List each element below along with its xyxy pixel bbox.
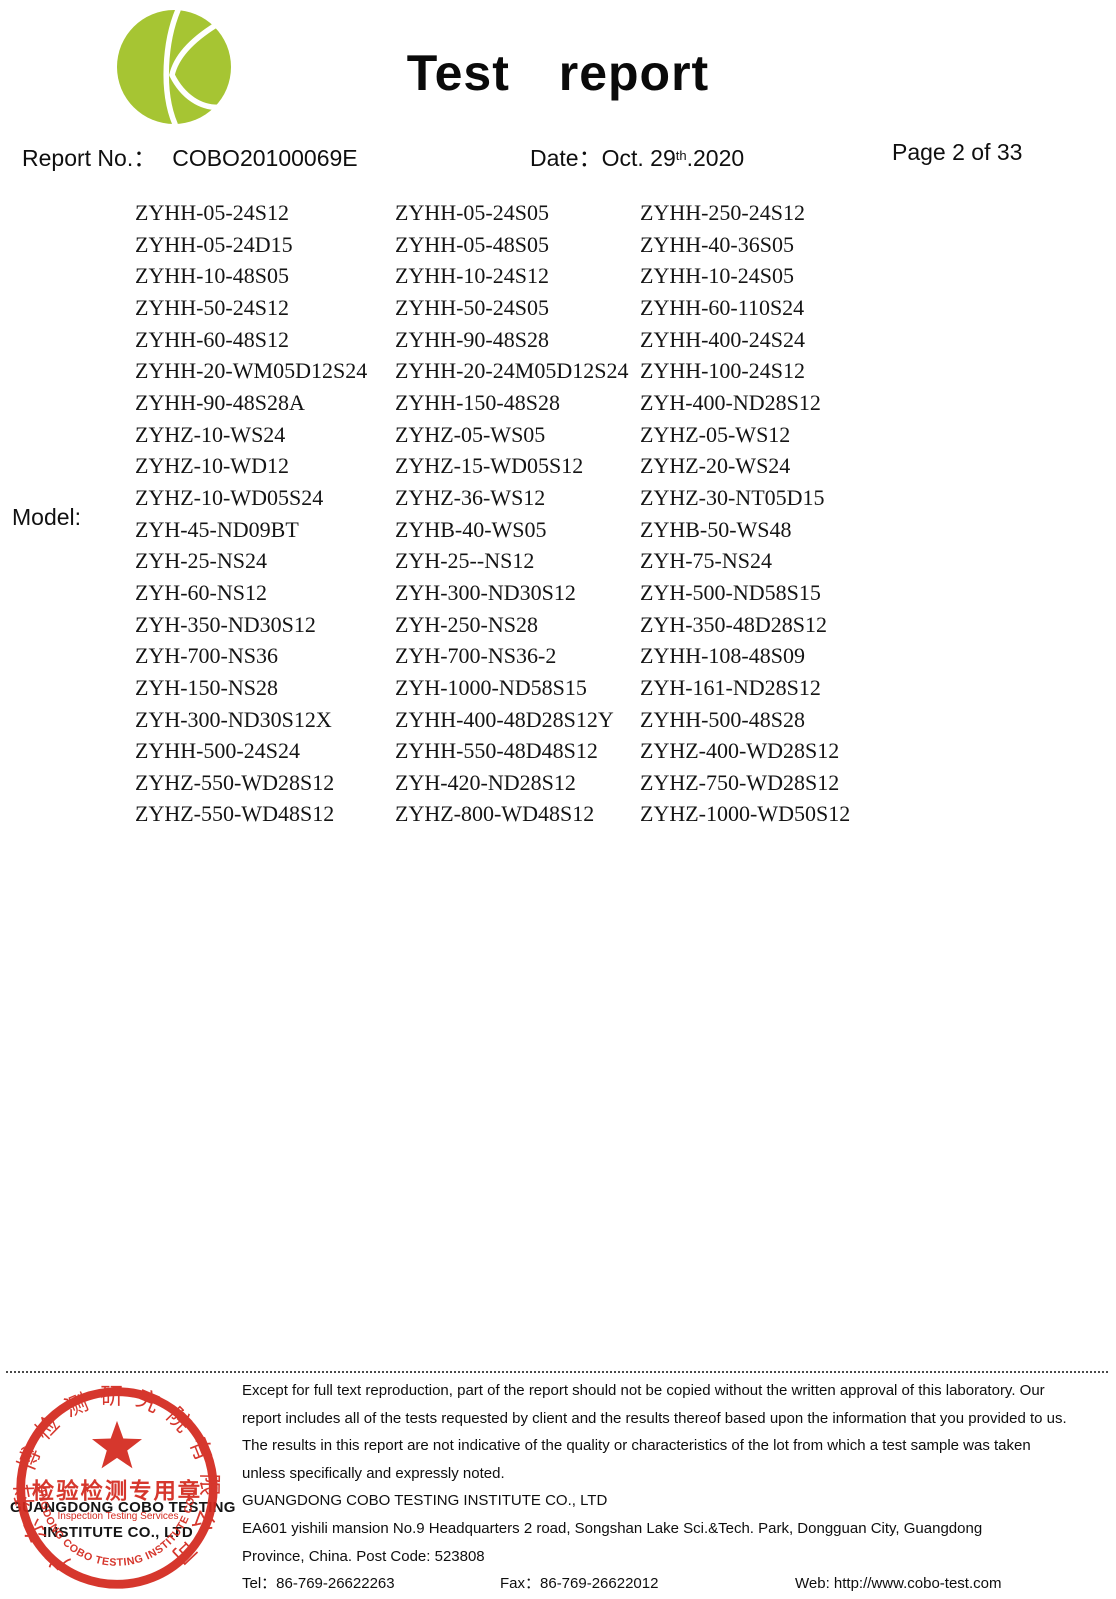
model-cell: ZYHH-500-24S24 xyxy=(135,738,300,764)
model-cell: ZYHH-400-24S24 xyxy=(640,326,805,352)
model-cell: ZYHZ-20-WS24 xyxy=(640,453,791,479)
model-cell: ZYHH-250-24S12 xyxy=(640,200,805,225)
report-number-line: Report No.： COBO20100069E xyxy=(22,139,358,173)
model-cell: ZYHH-150-48S28 xyxy=(395,389,560,415)
model-cell: ZYHB-40-WS05 xyxy=(395,516,547,542)
date-day: Oct. 29 xyxy=(601,145,676,171)
model-cell: ZYHH-90-48S28A xyxy=(135,389,305,415)
model-cell: ZYH-350-48D28S12 xyxy=(640,611,827,637)
model-cell: ZYHH-90-48S28 xyxy=(395,326,549,352)
model-cell: ZYHH-50-24S05 xyxy=(395,294,549,320)
model-cell: ZYH-25--NS12 xyxy=(395,548,535,574)
model-cell: ZYH-25-NS24 xyxy=(135,548,267,574)
stamp-area-company-line1: GUANGDONG COBO TESTING xyxy=(10,1499,236,1516)
model-cell: ZYHH-10-24S05 xyxy=(640,263,794,289)
model-cell: ZYH-420-ND28S12 xyxy=(395,769,576,795)
model-cell: ZYHZ-750-WD28S12 xyxy=(640,769,840,795)
model-cell: ZYHH-60-110S24 xyxy=(640,294,805,320)
model-cell: ZYH-700-NS36 xyxy=(135,643,278,669)
model-cell: ZYHZ-550-WD48S12 xyxy=(135,801,335,827)
model-cell: ZYHZ-10-WS24 xyxy=(135,421,286,447)
model-cell: ZYH-300-ND30S12 xyxy=(395,579,576,605)
cobo-logo-icon xyxy=(117,7,231,127)
date-year: .2020 xyxy=(686,145,745,171)
model-cell: ZYH-161-ND28S12 xyxy=(640,674,821,700)
model-cell: ZYHH-10-24S12 xyxy=(395,263,549,289)
company-seal-stamp: 广东科博检测研究院有限公司 检验检测专用章 GUANGDONG COBO TES… xyxy=(10,1381,218,1589)
model-cell: ZYHZ-10-WD12 xyxy=(135,453,289,479)
report-number-label: Report No.： xyxy=(22,145,157,171)
company-name: GUANGDONG COBO TESTING INSTITUTE CO., LT… xyxy=(242,1492,608,1510)
disclaimer-line: The results in this report are not indic… xyxy=(242,1437,1031,1455)
model-label: Model: xyxy=(12,504,82,530)
website-url: Web: http://www.cobo-test.com xyxy=(795,1575,1002,1593)
model-cell: ZYHZ-800-WD48S12 xyxy=(395,801,595,827)
contact-line: Tel：86-769-26622263 Fax：86-769-26622012 … xyxy=(242,1570,1108,1598)
disclaimer-line: unless specifically and expressly noted. xyxy=(242,1464,505,1482)
footer-divider xyxy=(6,1371,1108,1373)
model-cell: ZYHH-40-36S05 xyxy=(640,231,794,257)
model-table: ZYHH-05-24S12 ZYHH-05-24S05 ZYHH-250-24S12… xyxy=(135,197,875,830)
company-address-line1: EA601 yishili mansion No.9 Headquarters … xyxy=(242,1519,983,1537)
model-cell: ZYHZ-30-NT05D15 xyxy=(640,484,825,510)
model-cell: ZYHH-50-24S12 xyxy=(135,294,289,320)
model-cell: ZYHH-10-48S05 xyxy=(135,263,289,289)
date-ordinal-suffix: th xyxy=(675,148,687,163)
model-cell: ZYHZ-550-WD28S12 xyxy=(135,769,335,795)
model-cell: ZYHH-05-48S05 xyxy=(395,231,549,257)
model-cell: ZYHH-60-48S12 xyxy=(135,326,289,352)
model-cell: ZYH-500-ND58S15 xyxy=(640,579,821,605)
date-label: Date： xyxy=(530,145,602,171)
stamp-slogan-text: Inspection Testing Services xyxy=(57,1511,179,1522)
model-cell: ZYH-250-NS28 xyxy=(395,611,538,637)
model-cell: ZYHB-50-WS48 xyxy=(640,516,792,542)
footer-block: Except for full text reproduction, part … xyxy=(242,1377,1108,1598)
tel-number: Tel：86-769-26622263 xyxy=(242,1575,395,1593)
stamp-area-company-line2: INSTITUTE CO., LTD xyxy=(42,1524,194,1541)
model-cell: ZYHZ-36-WS12 xyxy=(395,484,546,510)
disclaimer-line: report includes all of the tests request… xyxy=(242,1409,1067,1427)
model-cell: ZYHZ-05-WS05 xyxy=(395,421,546,447)
model-cell: ZYHH-550-48D48S12 xyxy=(395,738,598,764)
model-cell: ZYH-300-ND30S12X xyxy=(135,706,332,732)
model-cell: ZYHH-05-24S12 xyxy=(135,200,289,225)
stamp-star-icon xyxy=(92,1420,142,1469)
model-cell: ZYHZ-05-WS12 xyxy=(640,421,791,447)
fax-number: Fax：86-769-26622012 xyxy=(500,1575,659,1593)
model-cell: ZYHZ-10-WD05S24 xyxy=(135,484,324,510)
company-address-line2: Province, China. Post Code: 523808 xyxy=(242,1547,485,1565)
disclaimer-line: Except for full text reproduction, part … xyxy=(242,1382,1045,1399)
report-number-value: COBO20100069E xyxy=(172,145,358,171)
model-cell: ZYH-75-NS24 xyxy=(640,548,772,574)
model-cell: ZYHH-400-48D28S12Y xyxy=(395,706,614,732)
model-cell: ZYH-400-ND28S12 xyxy=(640,389,821,415)
model-cell: ZYH-60-NS12 xyxy=(135,579,267,605)
model-cell: ZYHH-20-WM05D12S24 xyxy=(135,358,368,384)
model-cell: ZYHZ-400-WD28S12 xyxy=(640,738,840,764)
model-cell: ZYHH-500-48S28 xyxy=(640,706,805,732)
page-title: Test report xyxy=(406,45,710,101)
model-cell: ZYHH-20-24M05D12S24 xyxy=(395,358,629,384)
stamp-center-text: 检验检测专用章 xyxy=(32,1478,202,1504)
page-indicator: Page 2 of 33 xyxy=(892,139,1023,165)
model-cell: ZYHH-05-24S05 xyxy=(395,200,549,225)
model-cell: ZYH-1000-ND58S15 xyxy=(395,674,587,700)
model-cell: ZYHH-100-24S12 xyxy=(640,358,805,384)
model-cell: ZYHZ-1000-WD50S12 xyxy=(640,801,851,827)
model-cell: ZYHZ-15-WD05S12 xyxy=(395,453,584,479)
report-date-line: Date：Oct. 29th.2020 xyxy=(530,139,744,173)
model-cell: ZYH-45-ND09BT xyxy=(135,516,299,542)
model-cell: ZYH-700-NS36-2 xyxy=(395,643,557,669)
model-cell: ZYH-150-NS28 xyxy=(135,674,278,700)
model-cell: ZYHH-05-24D15 xyxy=(135,231,293,257)
model-cell: ZYHH-108-48S09 xyxy=(640,643,805,669)
model-cell: ZYH-350-ND30S12 xyxy=(135,611,316,637)
